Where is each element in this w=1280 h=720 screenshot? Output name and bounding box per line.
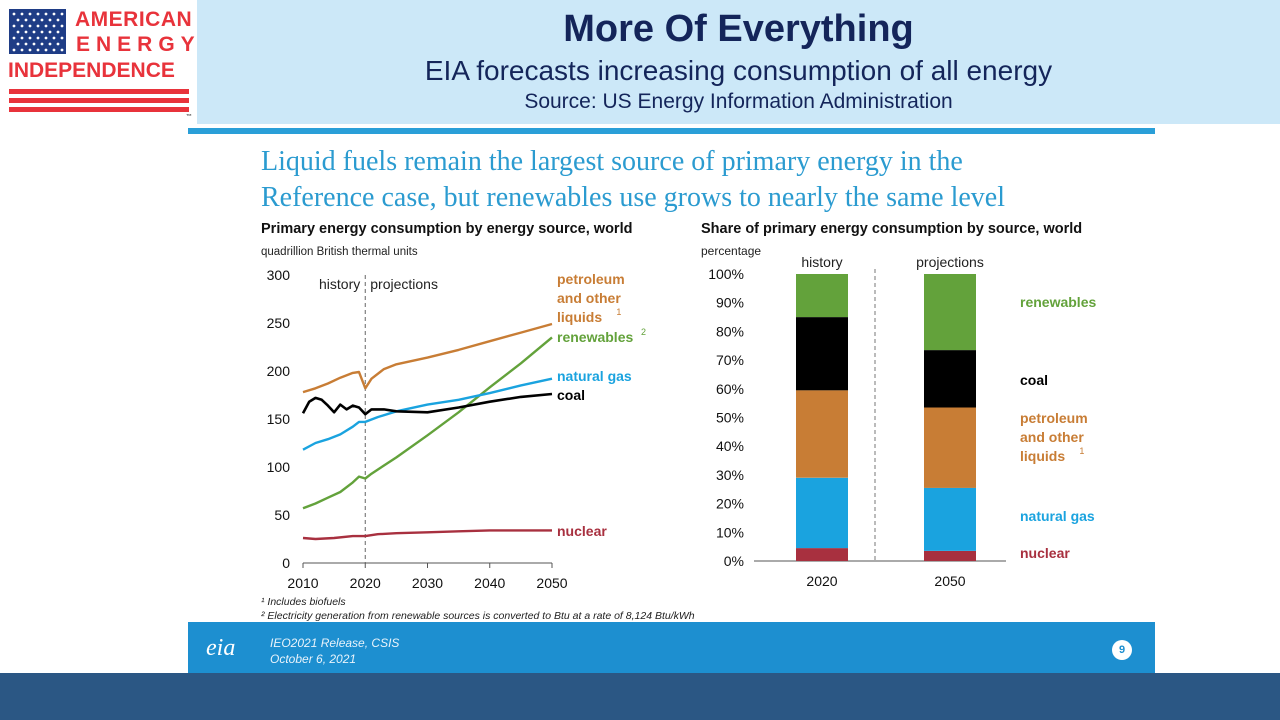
bar-segment-renewables-2050 xyxy=(924,274,976,351)
line-chart-xtick-label: 2030 xyxy=(412,575,443,591)
line-chart-xtick-label: 2020 xyxy=(350,575,381,591)
line-series-petroleum xyxy=(302,322,553,394)
line-series-footnote-mark: 2 xyxy=(641,327,646,337)
line-series-label-petroleum: liquids xyxy=(557,309,602,325)
line-chart-ytick-label: 100 xyxy=(267,459,291,475)
bar-segment-petroleum-2020 xyxy=(796,390,848,478)
bar-series-footnote-mark: 1 xyxy=(1079,446,1084,456)
line-series-label-petroleum: and other xyxy=(557,290,621,306)
line-chart-title: Primary energy consumption by energy sou… xyxy=(261,221,632,237)
footer-release: IEO2021 Release, CSIS xyxy=(270,636,400,650)
bar-chart-ytick-label: 100% xyxy=(708,266,744,282)
header-band xyxy=(197,0,1280,124)
bar-chart-category-label: 2020 xyxy=(806,573,837,589)
bar-chart-ytick-label: 40% xyxy=(716,438,744,454)
bar-segment-renewables-2020 xyxy=(796,274,848,318)
eia-logo: eia xyxy=(206,635,236,661)
line-series-label-nuclear: nuclear xyxy=(557,523,607,539)
bar-chart-ytick-label: 30% xyxy=(716,467,744,483)
line-series-natural-gas xyxy=(302,377,553,451)
bar-chart-ytick-label: 70% xyxy=(716,352,744,368)
line-series-coal xyxy=(301,392,553,416)
slide-footer xyxy=(188,622,1155,673)
bar-chart-ytick-label: 80% xyxy=(716,323,744,339)
page-number-badge: 9 xyxy=(1112,640,1132,660)
bar-chart-title: Share of primary energy consumption by s… xyxy=(701,221,1082,237)
line-chart-projections-label: projections xyxy=(370,276,438,292)
logo-line-independence: INDEPENDENCE xyxy=(8,59,175,82)
bar-chart-ylabel: percentage xyxy=(701,244,761,258)
logo-line-american: AMERICAN xyxy=(75,8,193,31)
bar-segment-natural-gas-2050 xyxy=(924,487,976,551)
line-series-label-renewables: renewables xyxy=(557,329,633,345)
bar-segment-coal-2050 xyxy=(924,350,976,408)
line-chart-xtick-label: 2010 xyxy=(287,575,318,591)
bar-series-label-renewables: renewables xyxy=(1020,294,1096,310)
line-series-label-coal: coal xyxy=(557,387,585,403)
bar-segment-natural-gas-2020 xyxy=(796,477,848,549)
footer-date: October 6, 2021 xyxy=(270,652,357,666)
bar-segment-nuclear-2020 xyxy=(796,548,848,561)
line-chart-ytick-label: 250 xyxy=(267,315,291,331)
line-chart-xtick-label: 2040 xyxy=(474,575,505,591)
bar-chart-group-label: history xyxy=(801,254,842,270)
bar-chart-ytick-label: 0% xyxy=(724,553,744,569)
bar-chart-group-label: projections xyxy=(916,254,984,270)
bar-chart-ytick-label: 60% xyxy=(716,381,744,397)
bar-series-label-petroleum: and other xyxy=(1020,429,1084,445)
us-flag-icon xyxy=(9,9,189,112)
page-title: More Of Everything xyxy=(563,8,914,50)
line-series-label-natural-gas: natural gas xyxy=(557,368,632,384)
eia-slide: Liquid fuels remain the largest source o… xyxy=(188,128,1155,673)
bar-chart-ytick-label: 90% xyxy=(716,295,744,311)
bar-chart-ytick-label: 20% xyxy=(716,496,744,512)
logo-line-energy: ENERGY xyxy=(76,33,201,56)
bar-series-label-nuclear: nuclear xyxy=(1020,545,1070,561)
bar-segment-coal-2020 xyxy=(796,317,848,391)
bar-segment-petroleum-2050 xyxy=(924,407,976,488)
logo-trademark: ™ xyxy=(186,114,192,120)
footnote-1: ¹ Includes biofuels xyxy=(261,596,346,608)
line-chart-history-label: history xyxy=(319,276,360,292)
source-note: Source: US Energy Information Administra… xyxy=(524,90,953,113)
slide-heading-line-2: Reference case, but renewables use grows… xyxy=(261,182,1006,213)
line-chart-ytick-label: 50 xyxy=(274,507,290,523)
line-series-nuclear xyxy=(302,529,552,541)
bottom-bar xyxy=(0,673,1280,720)
line-chart-ytick-label: 0 xyxy=(282,555,290,571)
line-series-renewables xyxy=(302,336,553,510)
line-chart-ytick-label: 150 xyxy=(267,411,291,427)
bar-chart-ytick-label: 10% xyxy=(716,524,744,540)
bar-series-label-natural-gas: natural gas xyxy=(1020,508,1095,524)
footnote-2: ² Electricity generation from renewable … xyxy=(261,610,695,622)
line-chart-ytick-label: 200 xyxy=(267,363,291,379)
line-series-footnote-mark: 1 xyxy=(616,307,621,317)
slide-heading: Liquid fuels remain the largest source o… xyxy=(261,144,1141,216)
slide-heading-line-1: Liquid fuels remain the largest source o… xyxy=(261,146,963,177)
line-series-label-petroleum: petroleum xyxy=(557,271,625,287)
slide-top-bar xyxy=(188,128,1155,134)
bar-chart-ytick-label: 50% xyxy=(716,410,744,426)
bar-series-label-petroleum: petroleum xyxy=(1020,410,1088,426)
charts-canvas: Primary energy consumption by energy sou… xyxy=(261,221,1096,622)
page-subtitle: EIA forecasts increasing consumption of … xyxy=(424,55,1053,86)
line-chart-xtick-label: 2050 xyxy=(536,575,567,591)
bar-chart-category-label: 2050 xyxy=(934,573,965,589)
american-energy-independence-logo: AMERICAN ENERGY INDEPENDENCE ™ xyxy=(0,0,197,124)
line-chart-ylabel: quadrillion British thermal units xyxy=(261,246,418,258)
bar-segment-nuclear-2050 xyxy=(924,551,976,561)
bar-series-label-petroleum: liquids xyxy=(1020,448,1065,464)
bar-series-label-coal: coal xyxy=(1020,372,1048,388)
line-chart-ytick-label: 300 xyxy=(267,267,291,283)
